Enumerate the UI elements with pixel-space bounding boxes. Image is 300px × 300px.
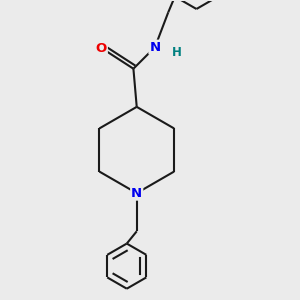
- Text: O: O: [96, 42, 107, 55]
- Text: N: N: [131, 187, 142, 200]
- Text: H: H: [172, 46, 182, 59]
- Text: N: N: [149, 40, 161, 54]
